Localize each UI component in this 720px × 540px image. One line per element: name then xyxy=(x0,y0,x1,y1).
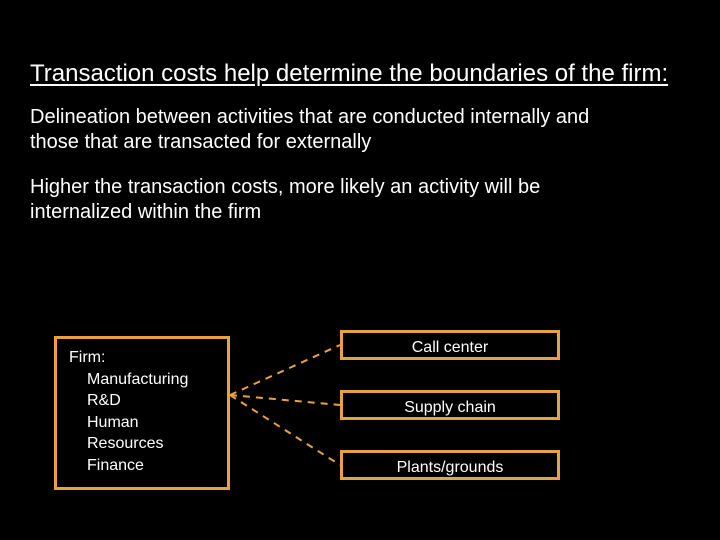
external-label: Supply chain xyxy=(404,399,496,416)
dashed-connector xyxy=(230,395,340,465)
firm-box: Firm: Manufacturing R&D Human Resources … xyxy=(54,336,230,490)
firm-item: Manufacturing xyxy=(69,369,215,391)
slide-title: Transaction costs help determine the bou… xyxy=(30,60,668,88)
external-label: Call center xyxy=(412,339,488,356)
firm-item: Human Resources xyxy=(69,412,215,455)
paragraph-2: Higher the transaction costs, more likel… xyxy=(30,175,630,225)
dashed-connector xyxy=(230,345,340,395)
external-label: Plants/grounds xyxy=(397,459,504,476)
external-box-call-center: Call center xyxy=(340,330,560,360)
external-box-plants-grounds: Plants/grounds xyxy=(340,450,560,480)
firm-heading: Firm: xyxy=(69,347,215,369)
firm-item: R&D xyxy=(69,390,215,412)
external-box-supply-chain: Supply chain xyxy=(340,390,560,420)
dashed-connector xyxy=(230,395,340,405)
paragraph-1: Delineation between activities that are … xyxy=(30,105,630,155)
firm-item: Finance xyxy=(69,455,215,477)
